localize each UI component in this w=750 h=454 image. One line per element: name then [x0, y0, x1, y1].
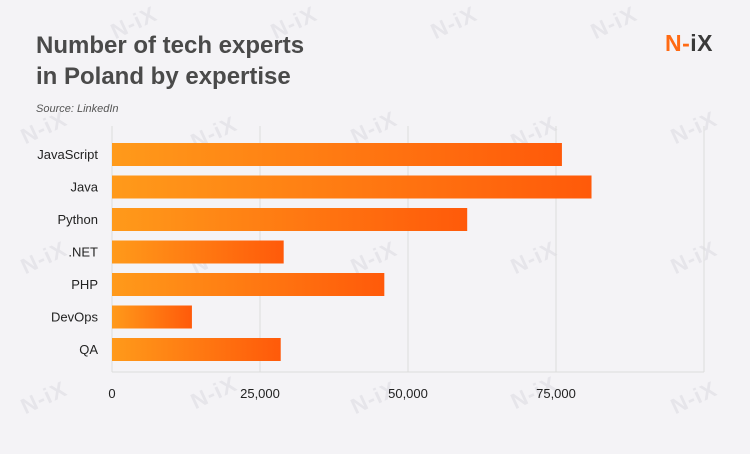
x-tick-label: 75,000 [536, 386, 576, 401]
bar [112, 208, 468, 231]
chart-title: Number of tech experts in Poland by expe… [36, 30, 304, 92]
category-label: Python [58, 212, 98, 227]
logo-dash: - [682, 30, 691, 56]
category-label: Java [71, 180, 99, 195]
bar [112, 338, 281, 361]
category-label: .NET [68, 245, 98, 260]
category-label: DevOps [51, 310, 98, 325]
bar [112, 175, 592, 199]
bar [112, 305, 192, 329]
x-tick-label: 25,000 [240, 386, 280, 401]
bar [112, 273, 385, 296]
bar [112, 240, 284, 264]
x-tick-label: 0 [108, 386, 115, 401]
chart-title-line-2: in Poland by expertise [36, 63, 291, 90]
logo-ix: iX [690, 30, 714, 56]
logo-n: N [665, 30, 683, 56]
chart-source: Source: LinkedIn [36, 103, 119, 115]
bar [112, 143, 562, 166]
category-label: JavaScript [37, 147, 98, 162]
chart-title-line-1: Number of tech experts [36, 32, 305, 59]
x-tick-label: 50,000 [388, 386, 428, 401]
category-label: PHP [71, 277, 98, 292]
brand-logo: N-iX [665, 30, 713, 57]
category-label: QA [79, 342, 98, 357]
